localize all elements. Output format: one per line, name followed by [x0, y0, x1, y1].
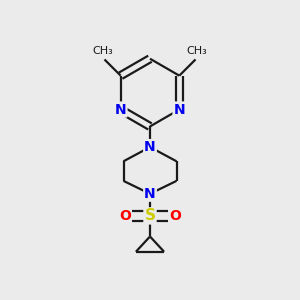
Text: N: N [144, 187, 156, 201]
Text: O: O [169, 209, 181, 223]
Text: O: O [119, 209, 131, 223]
Text: N: N [115, 103, 127, 116]
Text: N: N [173, 103, 185, 116]
Text: CH₃: CH₃ [93, 46, 113, 56]
Text: N: N [144, 140, 156, 154]
Text: S: S [145, 208, 155, 224]
Text: CH₃: CH₃ [187, 46, 207, 56]
